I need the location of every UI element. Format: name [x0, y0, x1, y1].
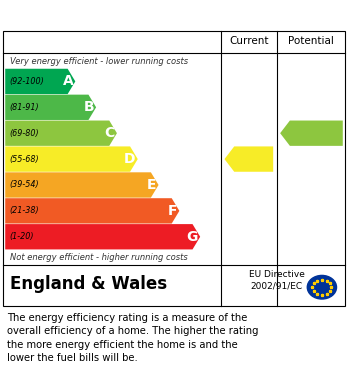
Text: G: G — [187, 230, 198, 244]
Polygon shape — [5, 172, 159, 197]
Text: F: F — [168, 204, 177, 218]
Text: A: A — [63, 74, 73, 88]
Polygon shape — [5, 120, 117, 146]
Text: Potential: Potential — [288, 36, 333, 46]
Text: 79: 79 — [304, 126, 326, 141]
Text: (55-68): (55-68) — [9, 154, 39, 163]
Polygon shape — [5, 146, 138, 172]
Polygon shape — [5, 198, 179, 224]
Text: (21-38): (21-38) — [9, 206, 39, 215]
Text: The energy efficiency rating is a measure of the
overall efficiency of a home. T: The energy efficiency rating is a measur… — [7, 313, 259, 363]
Polygon shape — [5, 69, 75, 94]
Polygon shape — [280, 120, 343, 146]
Polygon shape — [5, 95, 96, 120]
Text: (1-20): (1-20) — [9, 232, 34, 241]
Text: (81-91): (81-91) — [9, 103, 39, 112]
Circle shape — [307, 275, 337, 299]
Text: E: E — [147, 178, 157, 192]
Text: (92-100): (92-100) — [9, 77, 44, 86]
Text: (69-80): (69-80) — [9, 129, 39, 138]
Text: Current: Current — [229, 36, 269, 46]
Text: B: B — [84, 100, 94, 114]
Text: C: C — [105, 126, 115, 140]
Text: (39-54): (39-54) — [9, 181, 39, 190]
Text: D: D — [124, 152, 136, 166]
Polygon shape — [224, 146, 273, 172]
Text: England & Wales: England & Wales — [10, 275, 168, 293]
Polygon shape — [5, 224, 200, 249]
Text: Energy Efficiency Rating: Energy Efficiency Rating — [69, 7, 279, 22]
Text: Not energy efficient - higher running costs: Not energy efficient - higher running co… — [10, 253, 188, 262]
Text: 55: 55 — [243, 152, 265, 167]
Text: Very energy efficient - lower running costs: Very energy efficient - lower running co… — [10, 57, 189, 66]
Text: EU Directive
2002/91/EC: EU Directive 2002/91/EC — [249, 270, 304, 291]
